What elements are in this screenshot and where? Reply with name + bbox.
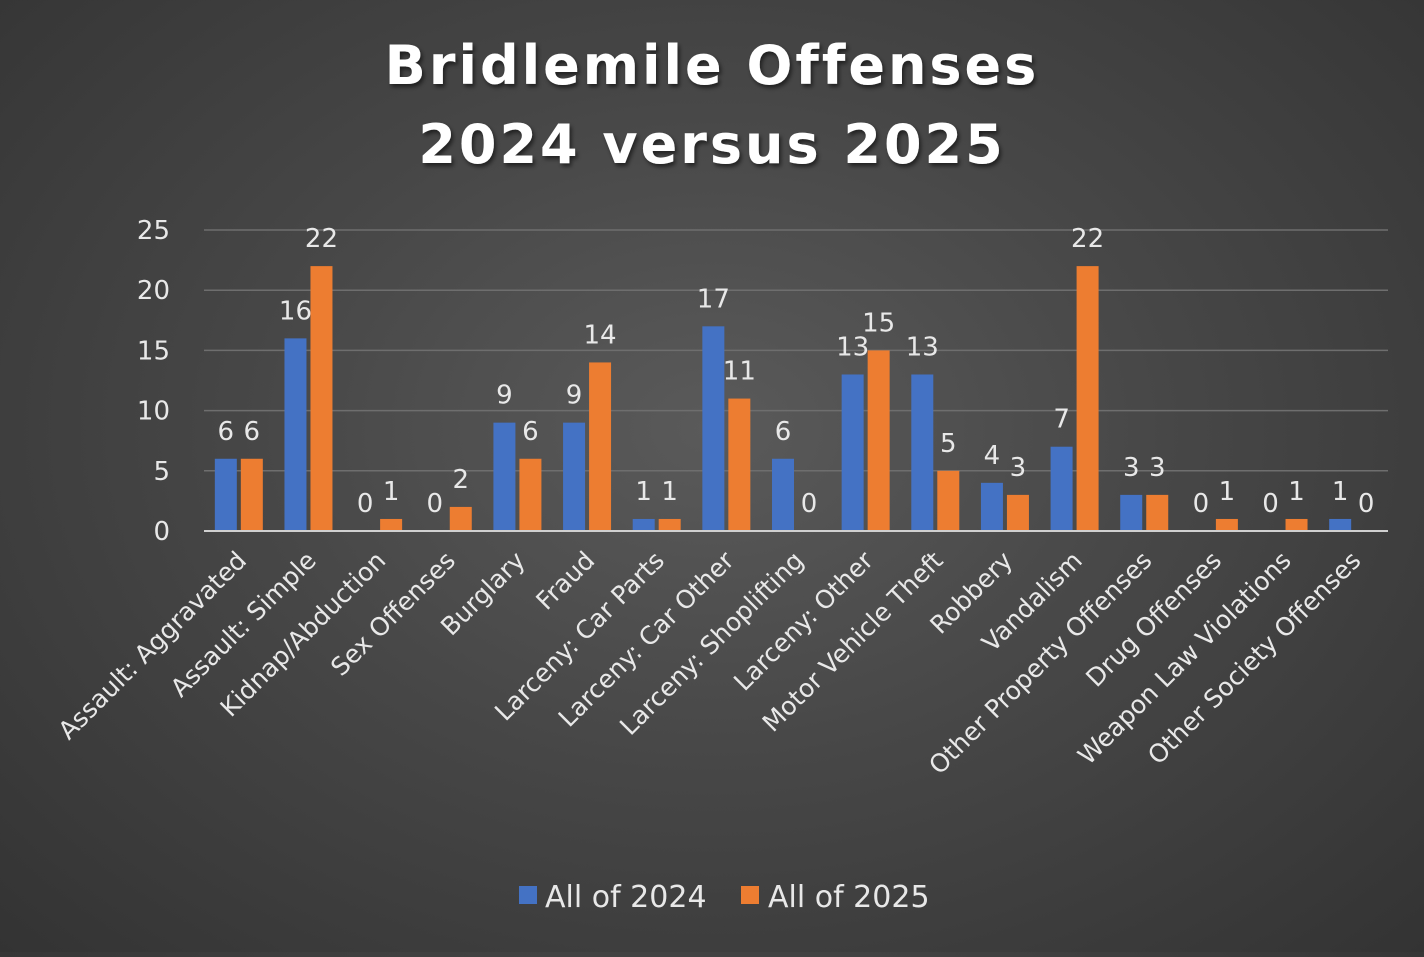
legend-item-1: All of 2024 xyxy=(519,880,707,915)
data-label: 0 xyxy=(426,489,443,519)
bar-series-2 xyxy=(449,506,472,531)
data-label: 3 xyxy=(1149,453,1166,483)
bar-series-2 xyxy=(1006,494,1029,531)
data-label: 1 xyxy=(661,477,678,507)
data-label: 1 xyxy=(635,477,652,507)
y-tick-label: 0 xyxy=(153,517,170,547)
data-label: 0 xyxy=(1262,489,1279,519)
bar-series-2 xyxy=(1146,494,1169,531)
data-label: 1 xyxy=(1288,477,1305,507)
legend-label: All of 2025 xyxy=(768,880,930,915)
y-tick-label: 5 xyxy=(153,457,170,487)
y-tick-label: 15 xyxy=(137,336,170,366)
y-tick-label: 20 xyxy=(137,276,170,306)
data-label: 6 xyxy=(244,417,261,447)
data-label: 0 xyxy=(357,489,374,519)
chart-title-line-1: Bridlemile Offenses xyxy=(385,34,1040,97)
bar-series-2 xyxy=(589,362,612,531)
data-label: 22 xyxy=(305,224,338,254)
x-tick-label: Sex Offenses xyxy=(325,546,461,682)
data-label: 9 xyxy=(566,381,583,411)
data-label: 6 xyxy=(775,417,792,447)
data-label: 3 xyxy=(1010,453,1027,483)
bar-series-1 xyxy=(772,458,794,531)
bar-series-1 xyxy=(563,422,586,531)
bar-series-1 xyxy=(493,422,516,531)
chart-title: Bridlemile Offenses 2024 versus 2025 xyxy=(385,34,1040,176)
data-label: 11 xyxy=(723,357,756,387)
data-label: 0 xyxy=(1358,489,1375,519)
bar-series-1 xyxy=(1120,494,1143,531)
bar-series-2 xyxy=(728,398,751,531)
bar-series-2 xyxy=(867,350,890,531)
data-label: 7 xyxy=(1053,405,1070,435)
data-label: 1 xyxy=(1332,477,1349,507)
legend-swatch xyxy=(741,886,759,904)
bar-series-1 xyxy=(980,482,1003,531)
bar-series-1 xyxy=(702,326,725,531)
data-label: 22 xyxy=(1071,224,1104,254)
legend-label: All of 2024 xyxy=(545,880,707,915)
data-label: 0 xyxy=(1193,489,1210,519)
legend: All of 2024 All of 2025 xyxy=(519,880,930,915)
bar-series-2 xyxy=(240,458,263,531)
bars xyxy=(214,266,1352,531)
bar-series-2 xyxy=(519,458,542,531)
data-label: 17 xyxy=(697,284,730,314)
bar-series-2 xyxy=(1215,518,1238,531)
legend-swatch xyxy=(519,886,537,904)
bar-series-2 xyxy=(1076,266,1099,531)
bar-series-1 xyxy=(284,338,307,531)
y-tick-label: 25 xyxy=(137,216,170,246)
y-axis: 0 5 10 15 20 25 xyxy=(137,216,170,547)
data-label: 13 xyxy=(906,332,939,362)
bar-series-2 xyxy=(937,470,960,531)
data-label: 0 xyxy=(801,489,818,519)
bar-series-1 xyxy=(1050,446,1073,531)
chart-title-line-2: 2024 versus 2025 xyxy=(418,113,1005,176)
data-label: 13 xyxy=(836,332,869,362)
legend-item-2: All of 2025 xyxy=(741,880,930,915)
data-label: 16 xyxy=(279,296,312,326)
data-label: 3 xyxy=(1123,453,1140,483)
data-label: 15 xyxy=(862,308,895,338)
bar-series-2 xyxy=(658,518,681,531)
y-tick-label: 10 xyxy=(137,397,170,427)
bar-series-2 xyxy=(380,518,403,531)
data-label: 14 xyxy=(584,320,617,350)
data-label: 5 xyxy=(940,429,957,459)
data-label: 9 xyxy=(496,381,513,411)
data-label: 1 xyxy=(1219,477,1236,507)
bar-series-2 xyxy=(310,266,333,531)
data-label: 6 xyxy=(218,417,235,447)
bar-series-2 xyxy=(1285,518,1308,531)
bar-series-1 xyxy=(214,458,237,531)
bar-series-1 xyxy=(841,374,864,531)
bar-series-1 xyxy=(632,518,655,531)
data-label: 1 xyxy=(383,477,400,507)
bar-series-1 xyxy=(911,374,934,531)
bar-series-1 xyxy=(1329,518,1352,531)
data-label: 2 xyxy=(452,465,469,495)
data-label: 6 xyxy=(522,417,539,447)
data-label: 4 xyxy=(984,441,1001,471)
gridlines xyxy=(204,229,1388,472)
